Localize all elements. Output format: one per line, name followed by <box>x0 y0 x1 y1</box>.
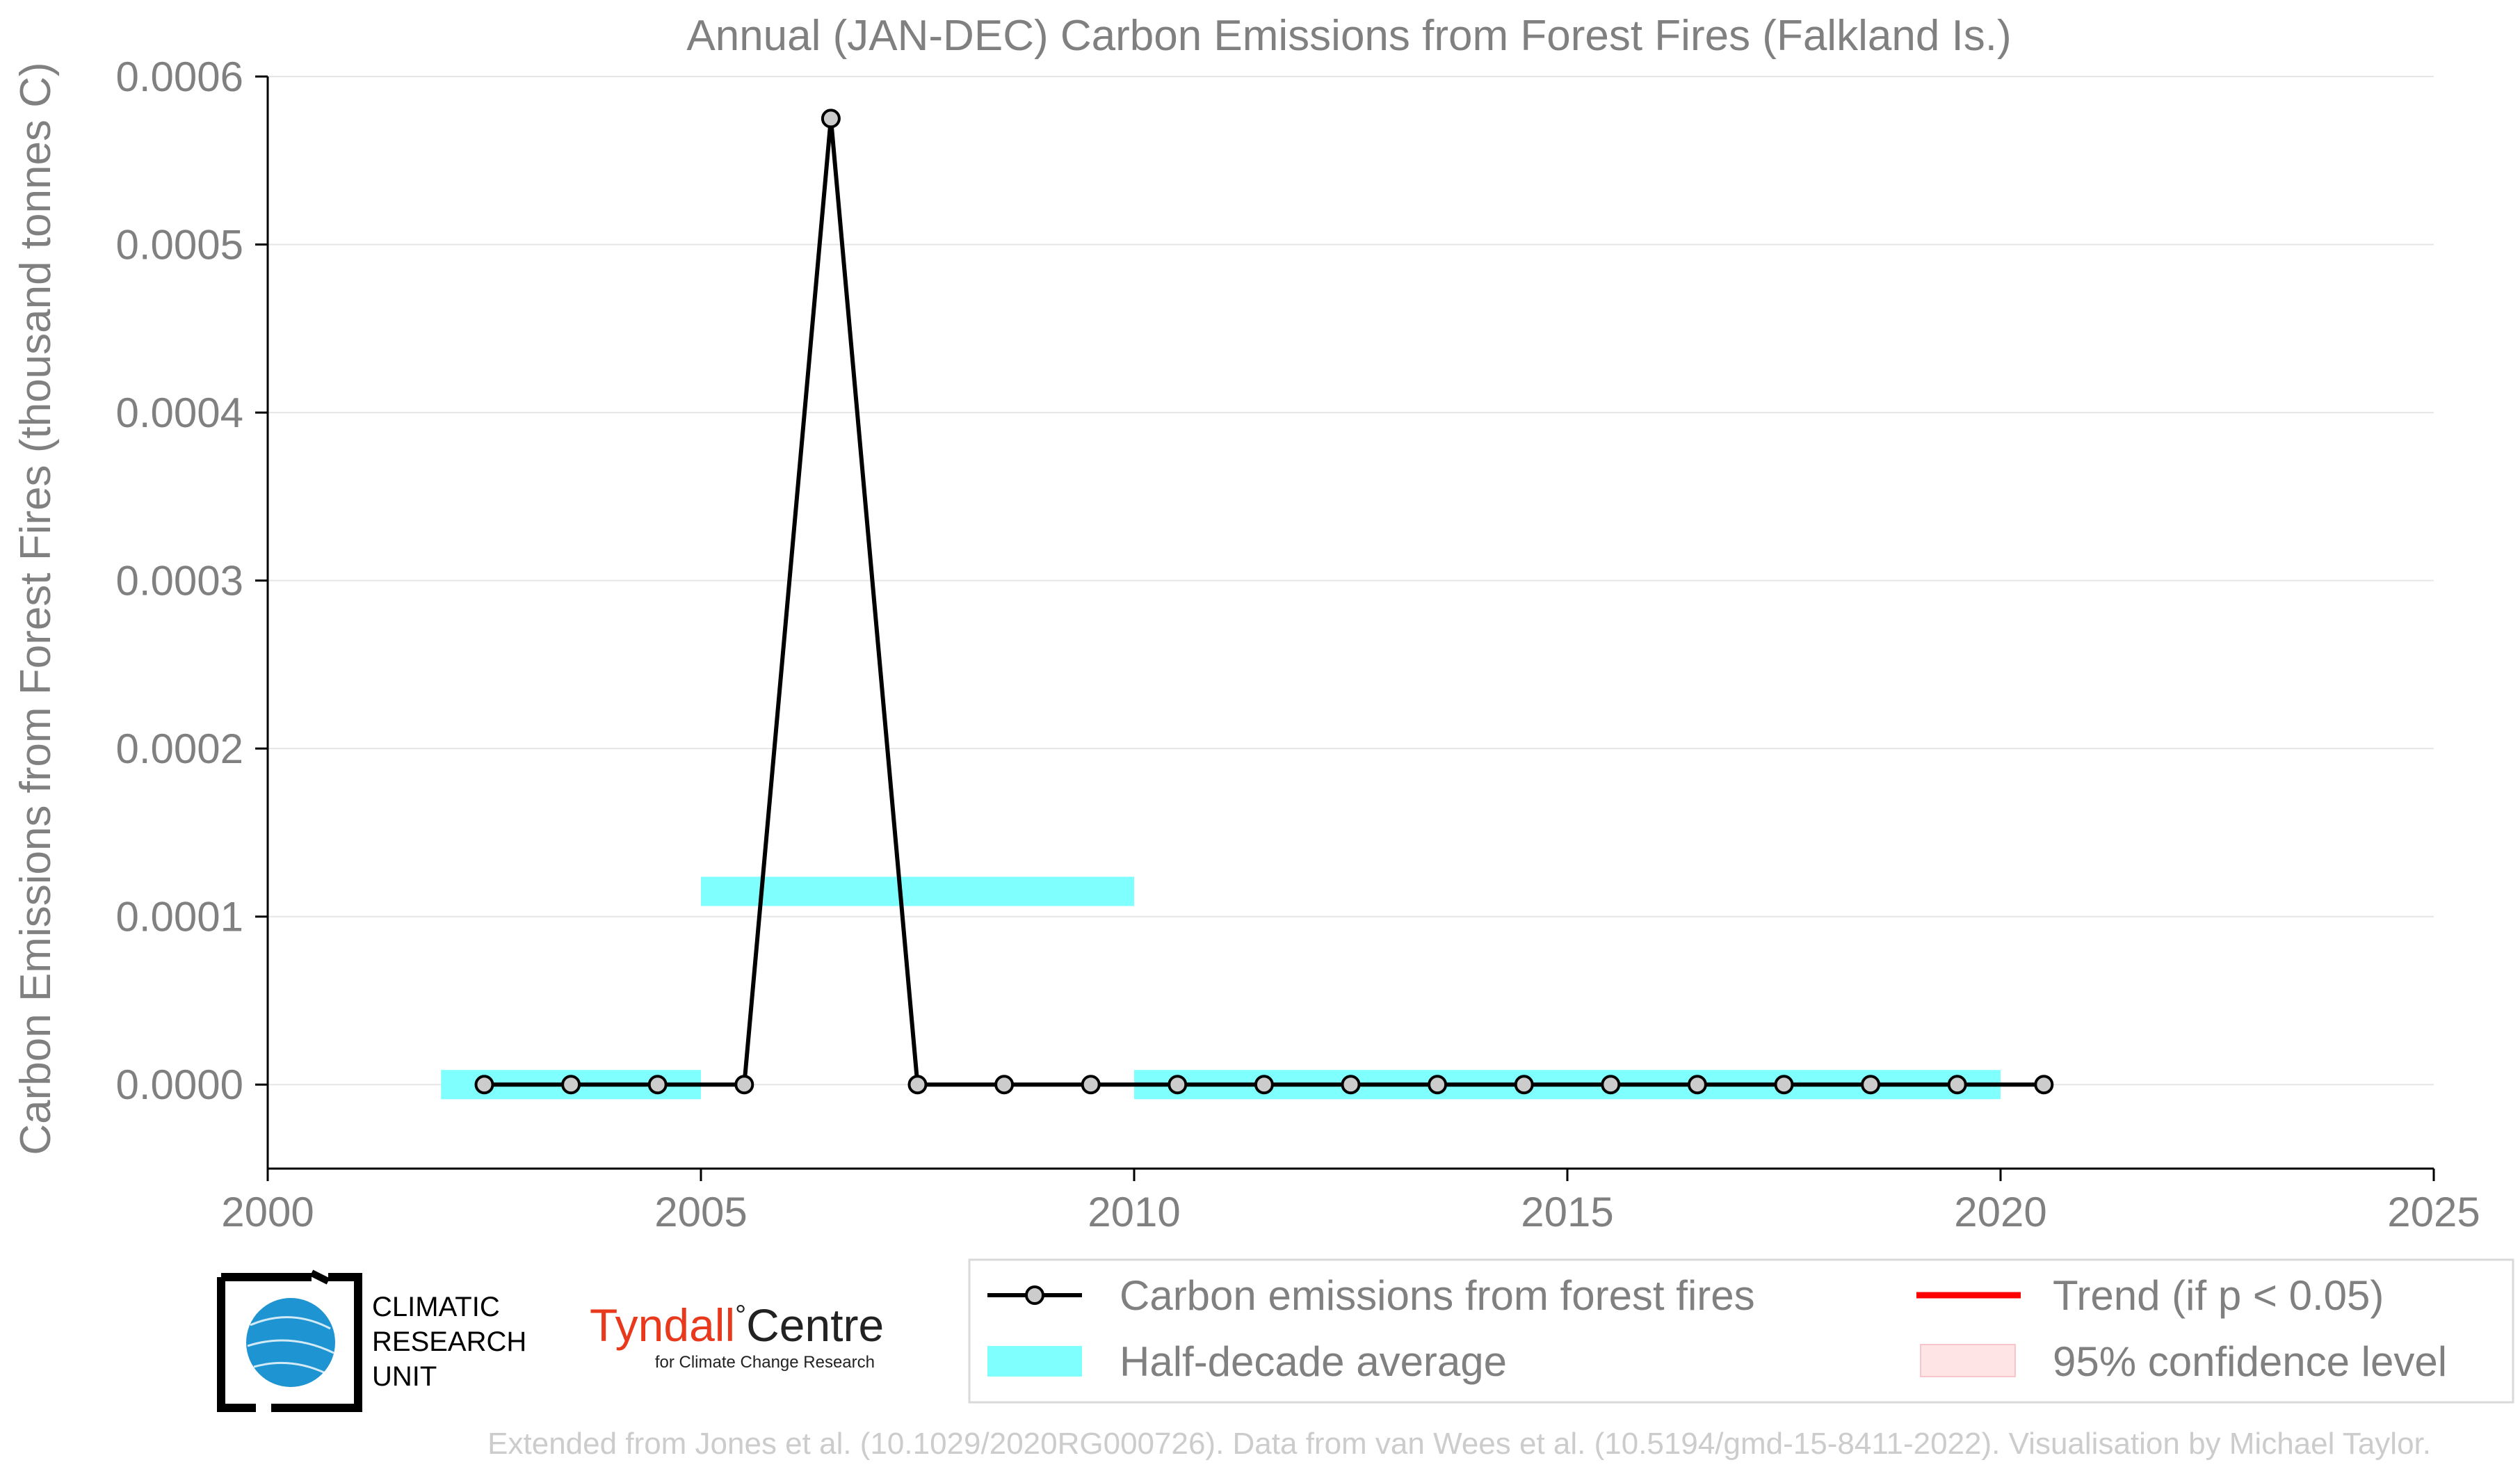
legend-marker-swatch <box>1025 1285 1044 1305</box>
legend-entry-trend: Trend (if p < 0.05) <box>1916 1272 2384 1319</box>
cru-logo: CLIMATIC RESEARCH UNIT <box>217 1269 526 1412</box>
legend-confidence-swatch <box>1920 1344 2016 1377</box>
y-tick-label: 0.0006 <box>115 54 243 100</box>
x-tick-label: 2010 <box>1088 1189 1180 1235</box>
axes <box>266 77 2434 1170</box>
tyndall-word: Tyndall <box>590 1299 735 1351</box>
tick-labels: 0.0000 0.0001 0.0002 0.0003 0.0004 0.0005 0.00… <box>115 54 2480 1235</box>
data-point <box>1428 1075 1448 1095</box>
legend-entry-half-decade: Half-decade average <box>987 1338 1507 1385</box>
y-tick-label: 0.0002 <box>115 726 243 772</box>
y-tick-label: 0.0004 <box>115 390 243 436</box>
series-points <box>474 109 2054 1095</box>
half-decade-bands <box>441 876 2001 1100</box>
cru-logo-slash <box>309 1269 330 1285</box>
data-point <box>994 1075 1015 1095</box>
data-point <box>1254 1075 1274 1095</box>
half-decade-average-bar <box>701 876 1134 906</box>
legend-half-decade-swatch <box>987 1346 1082 1377</box>
series-line <box>484 118 2044 1087</box>
y-tick-label: 0.0001 <box>115 894 243 940</box>
tyndall-subtitle: for Climate Change Research <box>655 1353 875 1372</box>
tyndall-logo: Tyndall°Centre for Climate Change Resear… <box>590 1299 884 1372</box>
cru-logo-bracket-left <box>217 1277 256 1412</box>
data-point <box>1601 1075 1621 1095</box>
data-point <box>907 1075 928 1095</box>
data-point <box>821 109 841 129</box>
data-point <box>1168 1075 1188 1095</box>
data-point <box>1774 1075 1794 1095</box>
y-tick-label: 0.0000 <box>115 1061 243 1108</box>
y-tick-label: 0.0005 <box>115 222 243 268</box>
data-point <box>1687 1075 1707 1095</box>
data-point <box>474 1075 494 1095</box>
tyndall-centre: Centre <box>746 1299 884 1351</box>
x-tick-label: 2020 <box>1954 1189 2046 1235</box>
legend-label-trend: Trend (if p < 0.05) <box>2053 1272 2384 1319</box>
emissions-line <box>484 118 2044 1087</box>
data-point <box>1514 1075 1534 1095</box>
data-point <box>1947 1075 1967 1095</box>
grid-lines <box>255 75 2435 1181</box>
legend-box <box>968 1258 2514 1404</box>
chart-title: Annual (JAN-DEC) Carbon Emissions from F… <box>686 12 2011 60</box>
cru-logo-line-1: CLIMATIC <box>372 1292 500 1322</box>
y-axis-label: Carbon Emissions from Forest Fires (thou… <box>12 62 60 1155</box>
cru-logo-line-3: UNIT <box>372 1361 437 1392</box>
data-point <box>561 1075 581 1095</box>
legend-entry-confidence: 95% confidence level <box>1920 1338 2447 1385</box>
tyndall-degree: ° <box>735 1300 746 1331</box>
data-point <box>1341 1075 1361 1095</box>
data-point <box>1861 1075 1881 1095</box>
legend-label-confidence: 95% confidence level <box>2053 1338 2447 1385</box>
tyndall-logo-title: Tyndall°Centre <box>590 1299 884 1351</box>
x-tick-label: 2025 <box>2387 1189 2480 1235</box>
x-tick-label: 2005 <box>654 1189 747 1235</box>
legend-label-emissions: Carbon emissions from forest fires <box>1120 1272 1755 1319</box>
data-point <box>734 1075 754 1095</box>
cru-logo-bracket-right <box>271 1273 362 1412</box>
data-point <box>647 1075 668 1095</box>
cru-logo-line-2: RESEARCH <box>372 1326 526 1357</box>
data-point <box>2034 1075 2054 1095</box>
data-point <box>1081 1075 1101 1095</box>
footer-credit: Extended from Jones et al. (10.1029/2020… <box>487 1427 2431 1461</box>
y-tick-label: 0.0003 <box>115 558 243 604</box>
x-tick-label: 2015 <box>1521 1189 1613 1235</box>
legend: Carbon emissions from forest fires Trend… <box>968 1258 2514 1404</box>
legend-label-half-decade: Half-decade average <box>1120 1338 1507 1385</box>
legend-entry-emissions: Carbon emissions from forest fires <box>987 1272 1755 1319</box>
globe-lines <box>247 1316 334 1375</box>
x-tick-label: 2000 <box>221 1189 314 1235</box>
